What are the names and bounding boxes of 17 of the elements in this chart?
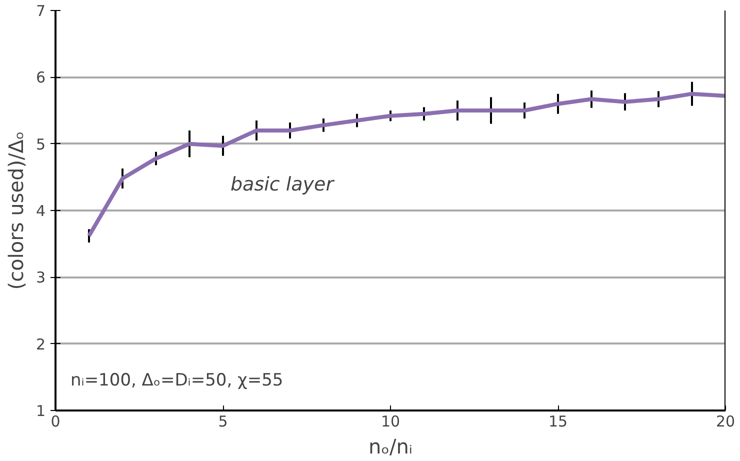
y-tick-label: 4 bbox=[36, 202, 46, 220]
x-tick-label: 20 bbox=[716, 412, 736, 430]
y-tick-label: 6 bbox=[36, 68, 46, 87]
y-tick-label: 5 bbox=[36, 135, 46, 154]
line-series bbox=[87, 92, 726, 238]
annotation: nᵢ=100, Δₒ=Dᵢ=50, χ=55 bbox=[70, 370, 284, 390]
y-axis-title: (colors used)/Δₒ bbox=[4, 131, 28, 290]
y-tick-label: 7 bbox=[36, 2, 46, 20]
x-tick-label: 0 bbox=[50, 412, 60, 430]
x-axis-title: nₒ/nᵢ bbox=[368, 434, 412, 458]
x-tick-label: 5 bbox=[218, 412, 228, 430]
y-tick-label: 1 bbox=[36, 402, 46, 420]
y-tick-label: 3 bbox=[36, 268, 46, 287]
x-tick-label: 15 bbox=[548, 412, 568, 430]
annotation: basic layer bbox=[230, 174, 335, 196]
y-tick-label: 2 bbox=[36, 335, 46, 354]
x-tick-label: 10 bbox=[380, 412, 400, 430]
